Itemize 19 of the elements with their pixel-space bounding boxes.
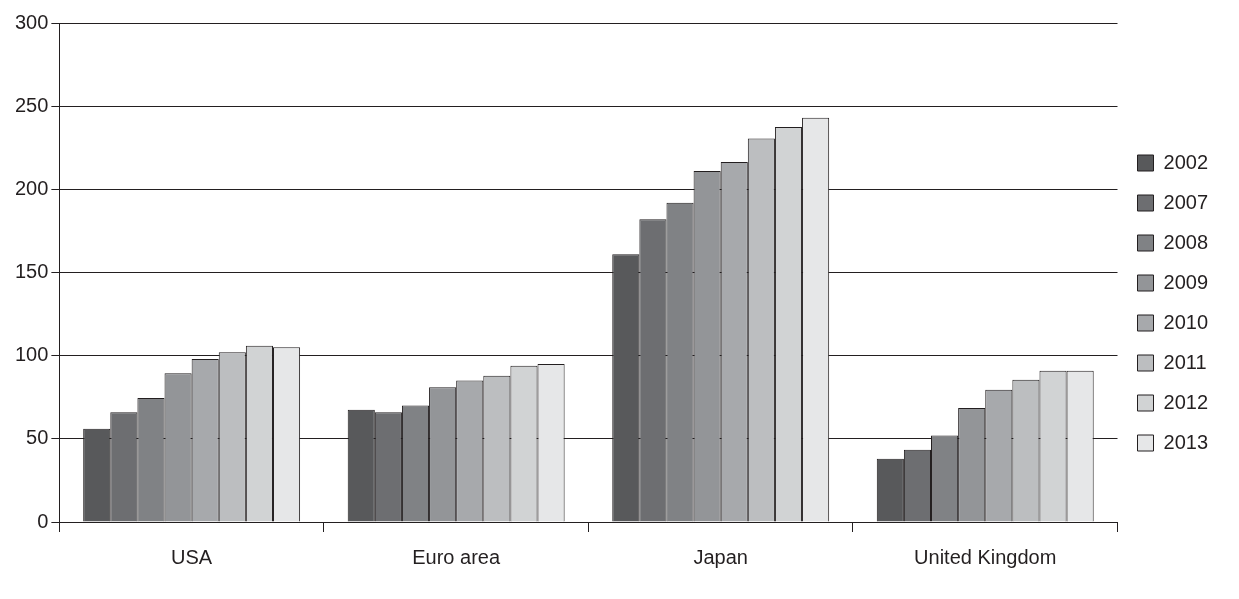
x-tick-label: USA [171, 545, 213, 568]
y-tick-label: 300 [14, 10, 49, 33]
y-tick-label: 50 [26, 426, 49, 449]
y-tick-label: 250 [14, 93, 49, 116]
legend-label: 2007 [1163, 190, 1209, 213]
x-tick-label: United Kingdom [914, 545, 1057, 568]
y-tick-label: 100 [14, 343, 49, 366]
y-tick-label: 0 [37, 509, 49, 532]
x-tick-label: Japan [693, 545, 748, 568]
legend-label: 2010 [1163, 310, 1209, 333]
legend-label: 2009 [1163, 270, 1209, 293]
legend-label: 2008 [1163, 230, 1209, 253]
y-tick-label: 200 [14, 176, 49, 199]
legend-label: 2002 [1163, 150, 1209, 173]
legend-label: 2013 [1163, 430, 1209, 453]
x-tick-label: Euro area [412, 545, 501, 568]
y-tick-label: 150 [14, 260, 49, 283]
legend-label: 2011 [1163, 350, 1207, 373]
legend-label: 2012 [1163, 390, 1209, 413]
